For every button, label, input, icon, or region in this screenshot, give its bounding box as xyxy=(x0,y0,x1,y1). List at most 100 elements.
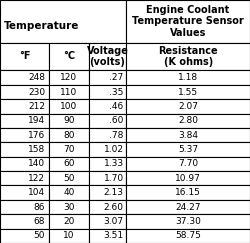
Text: 3.51: 3.51 xyxy=(104,231,124,240)
Text: 80: 80 xyxy=(63,131,74,140)
Bar xyxy=(89,85,126,99)
Text: 37.30: 37.30 xyxy=(175,217,201,226)
Text: .46: .46 xyxy=(110,102,124,111)
Bar xyxy=(89,99,126,114)
Text: 60: 60 xyxy=(63,159,74,168)
Bar xyxy=(0,70,49,85)
Text: 20: 20 xyxy=(63,217,74,226)
Bar xyxy=(126,229,250,243)
Bar xyxy=(49,185,89,200)
Bar xyxy=(0,229,49,243)
Bar xyxy=(89,214,126,229)
Bar xyxy=(89,142,126,157)
Text: 194: 194 xyxy=(28,116,45,125)
Text: 2.07: 2.07 xyxy=(178,102,198,111)
Text: 120: 120 xyxy=(60,73,77,82)
Bar xyxy=(126,142,250,157)
Text: 158: 158 xyxy=(28,145,45,154)
Bar xyxy=(0,0,126,43)
Bar xyxy=(0,185,49,200)
Text: 2.60: 2.60 xyxy=(104,203,124,212)
Bar xyxy=(126,114,250,128)
Bar xyxy=(126,43,250,70)
Bar xyxy=(89,114,126,128)
Text: 5.37: 5.37 xyxy=(178,145,198,154)
Text: 122: 122 xyxy=(28,174,45,183)
Bar xyxy=(126,70,250,85)
Bar xyxy=(0,142,49,157)
Text: 3.07: 3.07 xyxy=(104,217,124,226)
Bar xyxy=(49,85,89,99)
Bar xyxy=(0,128,49,142)
Text: Resistance
(K ohms): Resistance (K ohms) xyxy=(158,46,218,67)
Bar xyxy=(0,200,49,214)
Bar xyxy=(49,114,89,128)
Text: Temperature: Temperature xyxy=(4,21,79,31)
Text: 50: 50 xyxy=(63,174,74,183)
Text: 176: 176 xyxy=(28,131,45,140)
Text: 10.97: 10.97 xyxy=(175,174,201,183)
Text: 68: 68 xyxy=(34,217,45,226)
Bar xyxy=(49,229,89,243)
Bar xyxy=(126,185,250,200)
Text: 3.84: 3.84 xyxy=(178,131,198,140)
Bar xyxy=(0,43,49,70)
Text: .27: .27 xyxy=(110,73,124,82)
Text: Voltage
(volts): Voltage (volts) xyxy=(86,46,128,67)
Bar xyxy=(89,157,126,171)
Text: 1.33: 1.33 xyxy=(104,159,124,168)
Bar xyxy=(126,128,250,142)
Text: 50: 50 xyxy=(34,231,45,240)
Text: 10: 10 xyxy=(63,231,74,240)
Bar xyxy=(126,200,250,214)
Bar xyxy=(49,157,89,171)
Bar xyxy=(89,229,126,243)
Bar xyxy=(49,99,89,114)
Text: 1.70: 1.70 xyxy=(104,174,124,183)
Bar xyxy=(89,200,126,214)
Text: 1.18: 1.18 xyxy=(178,73,198,82)
Bar xyxy=(126,171,250,185)
Bar xyxy=(0,214,49,229)
Text: 110: 110 xyxy=(60,87,78,96)
Bar xyxy=(49,128,89,142)
Text: 16.15: 16.15 xyxy=(175,188,201,197)
Bar xyxy=(0,114,49,128)
Text: 24.27: 24.27 xyxy=(176,203,201,212)
Text: 30: 30 xyxy=(63,203,74,212)
Bar xyxy=(49,214,89,229)
Bar xyxy=(126,157,250,171)
Text: .78: .78 xyxy=(110,131,124,140)
Text: 1.55: 1.55 xyxy=(178,87,198,96)
Bar xyxy=(89,70,126,85)
Bar xyxy=(0,171,49,185)
Bar xyxy=(0,85,49,99)
Text: 100: 100 xyxy=(60,102,78,111)
Bar xyxy=(126,214,250,229)
Bar xyxy=(89,171,126,185)
Bar xyxy=(89,128,126,142)
Bar xyxy=(89,43,126,70)
Bar xyxy=(126,99,250,114)
Text: °C: °C xyxy=(63,52,75,61)
Text: 90: 90 xyxy=(63,116,74,125)
Text: 2.80: 2.80 xyxy=(178,116,198,125)
Text: Engine Coolant
Temperature Sensor
Values: Engine Coolant Temperature Sensor Values xyxy=(132,5,244,38)
Text: 7.70: 7.70 xyxy=(178,159,198,168)
Bar xyxy=(0,157,49,171)
Bar xyxy=(126,0,250,43)
Text: 1.02: 1.02 xyxy=(104,145,124,154)
Bar xyxy=(49,43,89,70)
Text: °F: °F xyxy=(18,52,30,61)
Text: 212: 212 xyxy=(28,102,45,111)
Bar xyxy=(49,200,89,214)
Text: .60: .60 xyxy=(110,116,124,125)
Bar xyxy=(126,85,250,99)
Text: 2.13: 2.13 xyxy=(104,188,124,197)
Bar xyxy=(89,185,126,200)
Text: 86: 86 xyxy=(34,203,45,212)
Bar xyxy=(49,70,89,85)
Text: 58.75: 58.75 xyxy=(175,231,201,240)
Bar xyxy=(0,99,49,114)
Text: .35: .35 xyxy=(110,87,124,96)
